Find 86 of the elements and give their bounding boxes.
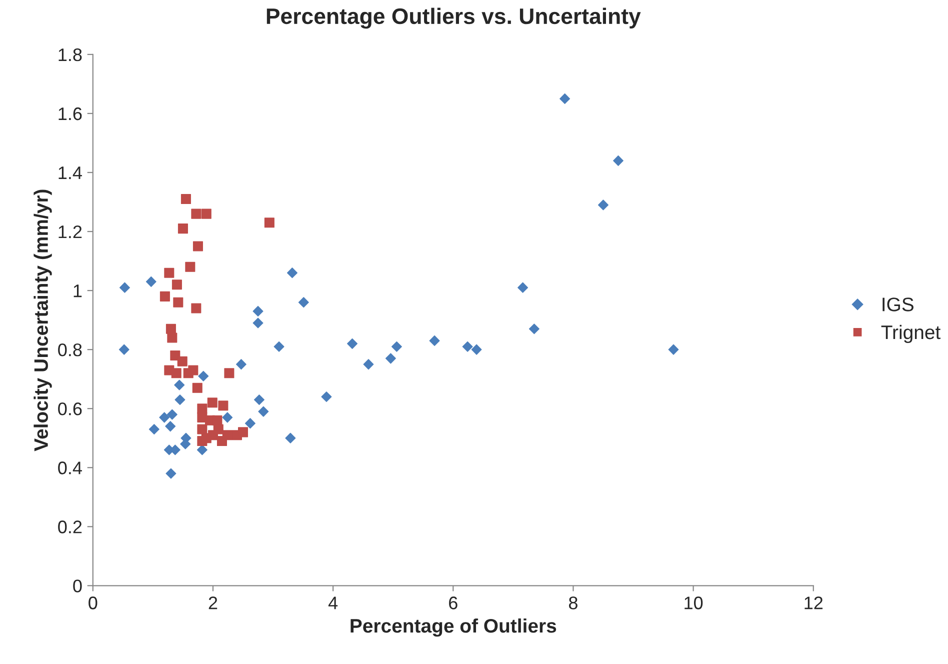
point (171, 368, 182, 378)
legend-label: IGS (882, 298, 914, 312)
point (285, 432, 296, 444)
point (180, 194, 191, 204)
point (391, 341, 402, 352)
y-tick-label: 1.8 (58, 48, 82, 62)
point (191, 303, 202, 314)
point (668, 344, 679, 355)
point (224, 368, 234, 378)
point (518, 282, 528, 293)
legend-label: Trignet (881, 324, 941, 344)
point (167, 332, 178, 343)
point (192, 241, 203, 252)
y-tick-label: 1.2 (58, 225, 82, 238)
point (207, 398, 218, 408)
point (201, 208, 212, 219)
point (165, 421, 176, 432)
point (238, 427, 248, 438)
point (528, 324, 540, 334)
point (347, 338, 358, 349)
point (252, 306, 264, 316)
point (218, 400, 228, 411)
point (471, 344, 482, 355)
point (196, 444, 208, 456)
point (321, 392, 332, 402)
y-tick-label: 1.4 (58, 166, 82, 180)
y-tick-label: 1 (74, 284, 82, 298)
point (385, 353, 396, 364)
x-tick-label: 6 (449, 596, 458, 610)
x-axis-title: Percentage of Outliers (350, 618, 556, 637)
point (178, 224, 188, 234)
point (177, 356, 188, 366)
y-tick-label: 0.4 (58, 462, 82, 474)
y-tick-label: 0.2 (58, 520, 82, 534)
x-tick-label: 2 (208, 596, 218, 610)
point (166, 409, 178, 420)
x-tick-label: 4 (328, 596, 338, 610)
point (119, 282, 130, 293)
x-tick-label: 8 (568, 596, 578, 610)
chart-title: Percentage Outliers vs. Uncertainty (266, 8, 641, 29)
y-axis-title: Velocity Uncertainty (mm/yr) (34, 190, 52, 452)
point (118, 344, 130, 355)
x-tick-label: 10 (684, 596, 703, 610)
point (159, 412, 170, 423)
point (213, 424, 224, 434)
y-tick-label: 1.6 (58, 107, 82, 120)
point (254, 394, 264, 405)
point (286, 268, 298, 278)
point (252, 318, 264, 328)
point (222, 412, 233, 423)
x-tick-label: 12 (804, 596, 823, 610)
point (197, 424, 208, 434)
point (274, 341, 284, 352)
point (198, 370, 209, 382)
point (197, 404, 208, 414)
point (170, 350, 180, 360)
point (174, 380, 185, 390)
point (363, 359, 374, 370)
point (236, 359, 246, 370)
point (148, 424, 160, 434)
point (166, 468, 176, 479)
point (173, 297, 184, 308)
y-tick-label: 0 (73, 580, 82, 592)
point (174, 394, 186, 405)
point (462, 341, 473, 352)
y-tick-label: 0.6 (58, 402, 82, 416)
point (598, 200, 609, 210)
point (429, 335, 440, 346)
point (172, 280, 182, 290)
point (612, 155, 624, 166)
point (191, 208, 202, 219)
x-tick-label: 0 (88, 596, 98, 610)
y-tick-label: 0.8 (58, 343, 82, 356)
point (188, 365, 198, 376)
point (192, 382, 202, 393)
point (258, 406, 269, 417)
point (146, 276, 156, 287)
point (160, 291, 170, 302)
point (164, 268, 174, 278)
point (264, 218, 274, 228)
point (185, 262, 196, 272)
point (244, 418, 256, 429)
point (222, 430, 232, 440)
point (298, 297, 309, 308)
point (560, 93, 570, 104)
point (201, 433, 212, 444)
